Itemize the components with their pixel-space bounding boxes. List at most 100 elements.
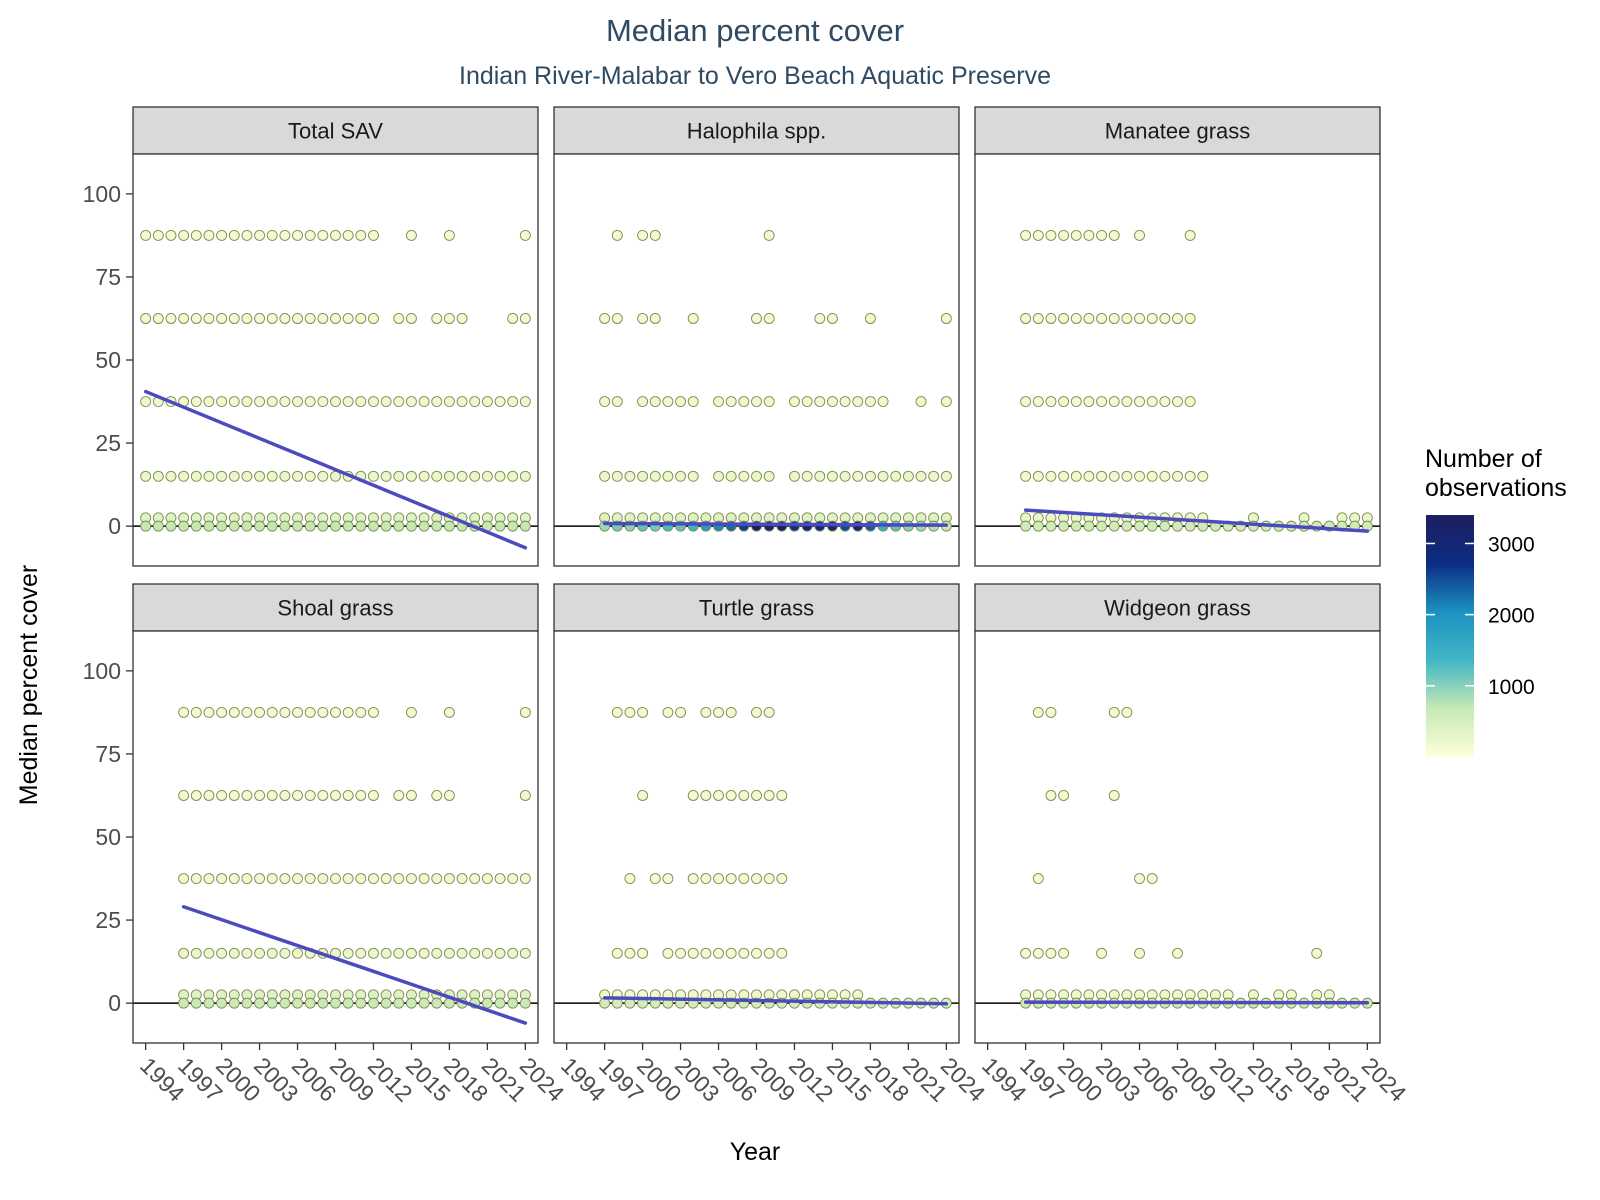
data-point [1058, 470, 1070, 482]
data-point [140, 229, 152, 241]
data-point [1172, 520, 1183, 532]
data-point [241, 706, 253, 718]
data-point [751, 396, 762, 407]
data-point [216, 790, 228, 801]
data-point [279, 790, 291, 801]
data-point [165, 313, 177, 324]
data-point [330, 873, 341, 884]
color-legend: Number of observations 1000 2000 3000 [1425, 445, 1567, 757]
data-point [481, 470, 493, 482]
data-point [304, 706, 316, 718]
data-point [304, 873, 316, 884]
data-point [915, 470, 927, 482]
data-point [355, 873, 367, 884]
facet-strip-label: Shoal grass [277, 596, 393, 621]
data-point [368, 997, 379, 1009]
trend-line [602, 996, 949, 1006]
data-point [611, 947, 623, 959]
data-point [165, 229, 177, 241]
data-point [1070, 520, 1082, 532]
data-point [801, 396, 813, 407]
data-point [494, 520, 506, 532]
data-point [725, 470, 737, 482]
data-point [611, 470, 623, 482]
data-point [1146, 873, 1158, 884]
data-point [342, 873, 354, 884]
data-point [355, 313, 367, 324]
data-point [649, 229, 661, 241]
data-point [254, 947, 266, 959]
data-point [342, 313, 354, 324]
data-point [826, 396, 838, 407]
facet-strip-label: Widgeon grass [1104, 596, 1251, 621]
data-point [266, 997, 278, 1009]
data-point [431, 947, 443, 959]
data-point [1184, 396, 1196, 407]
data-point [443, 873, 455, 884]
data-point [763, 706, 775, 718]
facet-strip-label: Halophila spp. [687, 119, 826, 144]
data-point [203, 229, 215, 241]
data-point [355, 997, 367, 1009]
data-point [519, 997, 531, 1009]
panel-background [133, 154, 538, 566]
data-point [1083, 396, 1095, 407]
data-point [738, 947, 750, 959]
data-point [1058, 229, 1070, 241]
data-point [266, 706, 278, 718]
data-point [1184, 470, 1196, 482]
data-point [852, 396, 864, 407]
legend-tick-label: 3000 [1488, 533, 1535, 556]
data-point [1058, 396, 1070, 407]
legend-title-line2: observations [1425, 474, 1567, 502]
data-point [877, 470, 889, 482]
data-point [763, 396, 775, 407]
x-tick-label: 1994 [135, 1052, 190, 1107]
data-point [1184, 229, 1196, 241]
data-point [456, 396, 468, 407]
data-point [1108, 706, 1120, 718]
data-point [1058, 313, 1070, 324]
data-point [418, 520, 430, 532]
data-point [292, 790, 303, 801]
data-point [203, 947, 215, 959]
data-point [355, 947, 367, 959]
data-point [317, 790, 329, 801]
data-point [254, 396, 266, 407]
data-point [140, 313, 152, 324]
data-point [763, 873, 775, 884]
data-point [1083, 520, 1095, 532]
data-point [814, 313, 826, 324]
data-point [1070, 229, 1082, 241]
data-point [662, 706, 674, 718]
data-point [190, 229, 202, 241]
data-point [456, 313, 468, 324]
data-point [599, 470, 611, 482]
data-point [418, 873, 430, 884]
data-point [405, 790, 417, 801]
data-point [456, 470, 468, 482]
panel-background [133, 631, 538, 1043]
data-point [443, 520, 455, 532]
x-tick-label: 1994 [977, 1052, 1032, 1107]
data-point [1045, 313, 1057, 324]
data-point [675, 470, 687, 482]
data-point [266, 229, 278, 241]
data-point [940, 470, 952, 482]
data-point [738, 873, 750, 884]
data-point [241, 313, 253, 324]
data-point [317, 313, 329, 324]
data-point [713, 396, 724, 407]
data-point [190, 997, 202, 1009]
data-point [228, 997, 240, 1009]
data-point [839, 470, 851, 482]
data-point [864, 396, 876, 407]
data-point [675, 947, 687, 959]
data-point [152, 229, 164, 241]
data-point [292, 997, 303, 1009]
data-point [304, 229, 316, 241]
data-point [279, 997, 291, 1009]
data-point [1096, 396, 1108, 407]
data-point [507, 520, 519, 532]
legend-colorbar [1426, 515, 1474, 757]
